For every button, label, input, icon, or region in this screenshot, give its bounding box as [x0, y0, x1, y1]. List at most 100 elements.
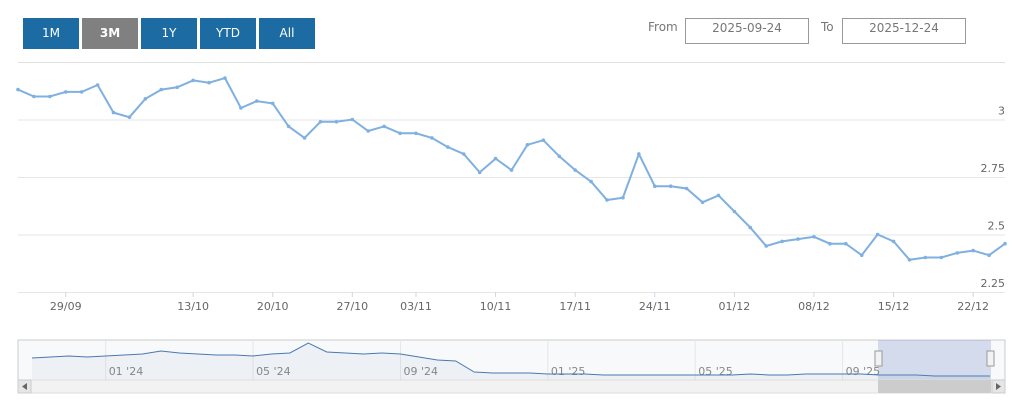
point — [1003, 241, 1007, 246]
point — [748, 225, 753, 230]
point — [557, 154, 562, 159]
point — [127, 115, 132, 119]
range-button[interactable]: All — [259, 18, 315, 49]
point — [907, 258, 912, 262]
point — [987, 253, 991, 257]
x-tick-label: 08/12 — [798, 300, 830, 313]
point — [63, 90, 68, 94]
point — [175, 85, 179, 90]
from-input[interactable]: 2025-09-24 — [685, 18, 809, 44]
y-tick-label: 2.75 — [981, 162, 1006, 175]
point — [286, 124, 291, 129]
point — [239, 106, 243, 110]
x-tick-label: 20/10 — [257, 300, 289, 313]
point — [605, 198, 609, 202]
x-tick-label: 17/11 — [559, 300, 591, 313]
point — [350, 117, 355, 122]
point — [509, 168, 514, 172]
point — [16, 87, 20, 92]
x-tick-label: 27/10 — [336, 300, 368, 313]
point — [700, 200, 705, 205]
nav-tick-label: 01 '24 — [109, 365, 144, 378]
x-tick-label: 10/11 — [480, 300, 512, 313]
point — [573, 168, 577, 172]
point — [541, 138, 546, 142]
point — [254, 99, 259, 103]
point — [621, 195, 625, 200]
y-tick-label: 3 — [998, 105, 1005, 118]
point — [493, 156, 498, 161]
y-tick-label: 2.25 — [981, 277, 1006, 290]
point — [732, 209, 737, 214]
nav-tick-label: 05 '24 — [256, 365, 291, 378]
point — [637, 152, 641, 156]
point — [191, 78, 195, 83]
point — [446, 145, 450, 149]
point — [477, 170, 482, 175]
point — [223, 76, 227, 80]
point — [32, 94, 36, 99]
nav-tick-label: 09 '24 — [403, 365, 438, 378]
x-tick-label: 13/10 — [177, 300, 209, 313]
from-label: From — [648, 20, 678, 34]
point — [302, 136, 307, 140]
arrow — [996, 383, 1001, 390]
navigator-handle[interactable] — [986, 350, 995, 367]
x-tick-label: 22/12 — [957, 300, 989, 313]
point — [652, 184, 657, 188]
point — [48, 94, 52, 99]
point — [716, 193, 721, 198]
point — [828, 241, 832, 246]
point — [207, 80, 211, 85]
range-button[interactable]: 3M — [82, 18, 138, 49]
y-tick-label: 2.5 — [988, 220, 1006, 233]
scrollbar-thumb[interactable] — [878, 380, 991, 393]
point — [844, 241, 848, 246]
point — [684, 186, 689, 191]
point — [525, 143, 530, 147]
x-tick-label: 01/12 — [719, 300, 751, 313]
scrollbar-track[interactable] — [17, 379, 1006, 394]
point — [270, 101, 275, 106]
x-tick-label: 24/11 — [639, 300, 671, 313]
point — [111, 110, 116, 115]
navigator-handle[interactable] — [874, 350, 883, 367]
point — [366, 129, 371, 133]
point — [143, 97, 148, 101]
x-tick-label: 03/11 — [400, 300, 432, 313]
point — [95, 83, 100, 87]
point — [939, 255, 944, 260]
range-button[interactable]: 1Y — [141, 18, 197, 49]
point — [461, 152, 466, 156]
point — [79, 90, 84, 94]
nav-line — [31, 342, 990, 377]
point — [382, 124, 386, 129]
point — [589, 179, 593, 184]
to-label: To — [821, 20, 834, 34]
point — [318, 120, 323, 124]
navigator-selection[interactable] — [878, 340, 991, 380]
point — [764, 244, 769, 248]
point — [796, 237, 800, 241]
point — [668, 184, 673, 188]
point — [414, 131, 418, 136]
point — [891, 239, 896, 244]
x-tick-label: 15/12 — [878, 300, 910, 313]
nav-area — [32, 343, 990, 380]
point — [971, 248, 975, 253]
point — [430, 136, 434, 140]
range-button[interactable]: YTD — [200, 18, 256, 49]
x-tick-label: 29/09 — [50, 300, 82, 313]
point — [923, 255, 928, 260]
point — [812, 235, 816, 239]
point — [875, 232, 880, 237]
point — [780, 239, 784, 244]
point — [398, 131, 402, 136]
to-input[interactable]: 2025-12-24 — [842, 18, 966, 44]
arrow — [22, 383, 27, 390]
range-button[interactable]: 1M — [23, 18, 79, 49]
nav-tick-label: 01 '25 — [551, 365, 586, 378]
point — [159, 87, 164, 92]
